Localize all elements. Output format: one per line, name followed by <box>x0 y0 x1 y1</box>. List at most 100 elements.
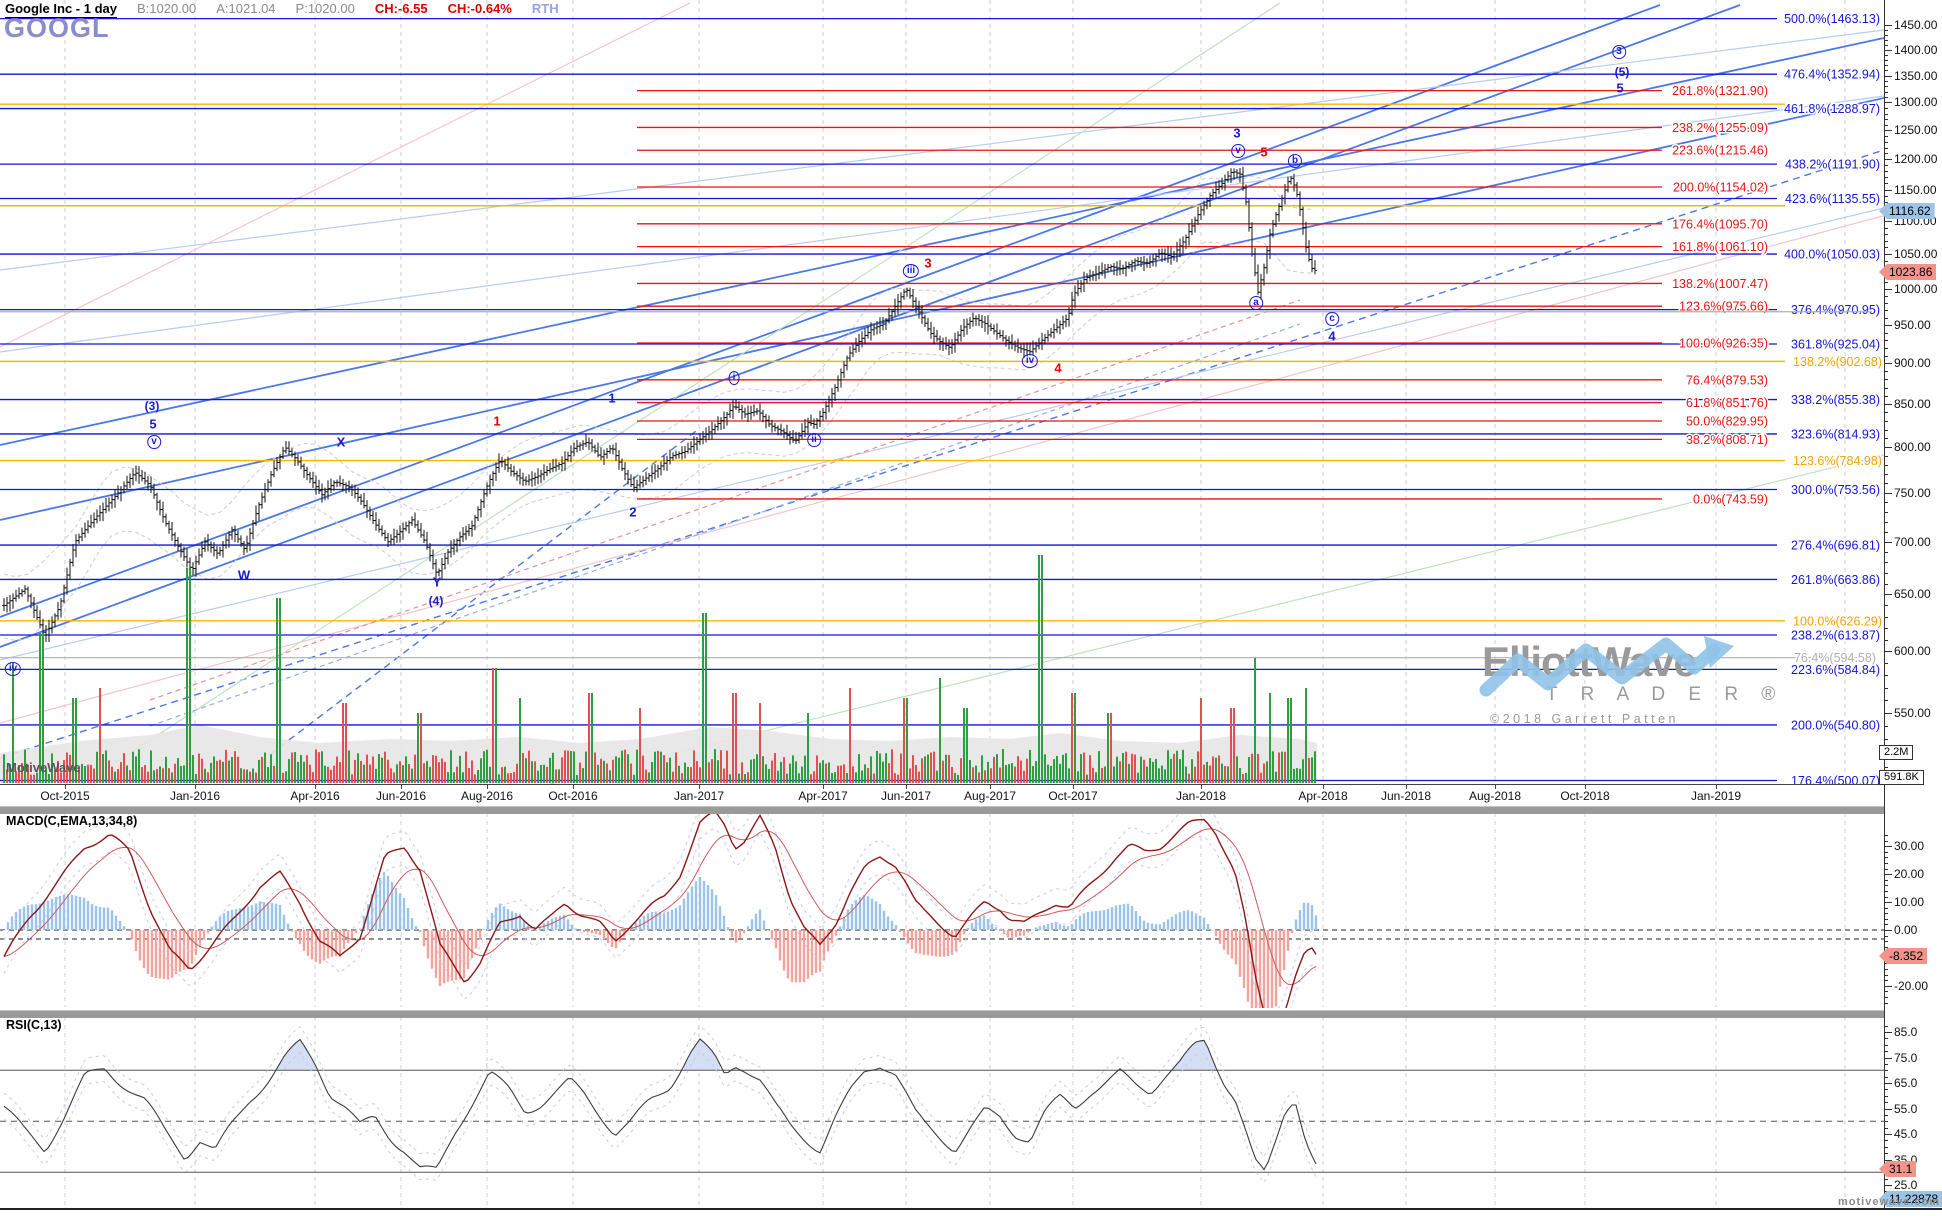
axis-tick <box>1885 924 1888 926</box>
axis-tick <box>1885 840 1888 842</box>
rsi-overbought-fill <box>1172 1040 1216 1071</box>
axis-label: 950.00 <box>1894 318 1931 333</box>
wave-label-c[interactable]: c <box>1325 312 1339 326</box>
axis-tick <box>1885 930 1888 931</box>
fib-label-red: 176.4%(1095.70) <box>1672 217 1768 231</box>
wave-label-v[interactable]: v <box>147 435 161 449</box>
volume-last-badge: 591.8K <box>1879 770 1924 785</box>
axis-tick <box>1885 874 1888 876</box>
axis-tick <box>1885 221 1892 223</box>
axis-tick <box>1885 474 1888 476</box>
axis-tick <box>1885 288 1888 290</box>
axis-tick <box>1885 835 1888 837</box>
axis-tick <box>1885 39 1888 41</box>
panel-divider-rsi[interactable] <box>0 1010 1942 1018</box>
wave-label-4[interactable]: 4 <box>1054 360 1062 376</box>
axis-tick <box>1885 159 1888 161</box>
wave-label-ii[interactable]: ii <box>807 433 821 447</box>
axis-tick <box>1885 857 1888 859</box>
wave-label-Y[interactable]: Y <box>432 574 442 590</box>
fib-label-red: 200.0%(1154.02) <box>1673 181 1768 195</box>
axis-tick <box>1885 1153 1888 1155</box>
date-tick <box>65 785 66 789</box>
fib-label-blue: 223.6%(584.84) <box>1791 663 1880 677</box>
axis-tick <box>1885 295 1888 297</box>
wave-label-3[interactable]: 3 <box>1612 45 1626 59</box>
volume-series <box>3 555 1316 783</box>
wave-label-5[interactable]: 5 <box>1260 144 1268 160</box>
axis-tick <box>1885 130 1888 132</box>
fib-label-blue: 338.2%(855.38) <box>1791 393 1880 407</box>
axis-tick <box>1885 902 1892 904</box>
axis-tick <box>1885 303 1888 305</box>
date-tick <box>195 785 196 789</box>
date-label: Jun-2017 <box>880 789 932 803</box>
trendline-pink[interactable] <box>0 200 1942 724</box>
wave-label-5[interactable]: (5) <box>1614 65 1630 79</box>
trendline-blue[interactable] <box>0 4 1741 648</box>
rsi-value-badge: 31.1 <box>1879 1161 1917 1177</box>
wave-label-5[interactable]: 5 <box>149 416 157 432</box>
axis-tick <box>1885 996 1888 998</box>
wave-label-iv[interactable]: iv <box>4 662 22 676</box>
wave-label-i[interactable]: i <box>728 371 740 385</box>
axis-tick <box>1885 288 1892 290</box>
trendline-blue[interactable] <box>0 4 1661 618</box>
panel-divider-macd[interactable] <box>0 806 1942 814</box>
fib-label-red: 50.0%(829.95) <box>1686 414 1768 428</box>
wave-label-3[interactable]: 3 <box>1233 125 1241 141</box>
axis-tick <box>1885 447 1888 449</box>
wave-label-1[interactable]: 1 <box>608 390 616 406</box>
trendline-red-dash[interactable] <box>149 299 1301 701</box>
date-tick <box>1495 785 1496 789</box>
fib-label-blue: 361.8%(925.04) <box>1791 337 1880 351</box>
axis-label: 1250.00 <box>1894 123 1938 138</box>
wave-label-2[interactable]: 2 <box>629 504 637 520</box>
trendline-blue[interactable] <box>0 37 1884 446</box>
wave-label-4[interactable]: 4 <box>1328 328 1336 344</box>
axis-tick <box>1885 502 1888 504</box>
main-panel: 500.0%(1463.13) 476.4%(1352.94) 461.8%(128… <box>0 0 1942 890</box>
axis-tick <box>1885 483 1888 485</box>
axis-tick <box>1885 885 1888 887</box>
wave-label-X[interactable]: X <box>336 434 346 450</box>
axis-tick <box>1885 985 1892 987</box>
axis-tick <box>1885 1032 1888 1033</box>
trendline-green[interactable] <box>120 454 1884 890</box>
axis-tick <box>1885 1140 1888 1142</box>
wave-label-iii[interactable]: iii <box>902 264 920 278</box>
axis-tick <box>1885 1032 1892 1033</box>
date-tick <box>823 785 824 789</box>
motivewave-site-watermark: motivewave.com <box>1838 1196 1941 1208</box>
axis-tick <box>1885 930 1892 931</box>
trendline-bluema-dash[interactable] <box>149 323 1301 727</box>
wave-label-a[interactable]: a <box>1249 296 1263 310</box>
axis-tick <box>1885 1076 1888 1078</box>
wave-label-W[interactable]: W <box>237 567 251 583</box>
wave-label-4[interactable]: (4) <box>428 594 444 608</box>
wave-label-3[interactable]: (3) <box>144 399 160 413</box>
session-label[interactable]: RTH <box>531 1 559 16</box>
wave-label-5[interactable]: 5 <box>1616 80 1624 96</box>
trendline-blue-dash[interactable] <box>259 427 701 763</box>
wave-label-v[interactable]: v <box>1231 144 1245 158</box>
wave-label-3[interactable]: 3 <box>924 255 932 271</box>
trendline-blue-dash[interactable] <box>0 149 1884 759</box>
axis-tick <box>1885 371 1888 373</box>
date-label: Oct-2017 <box>1048 789 1098 803</box>
trendline-pink[interactable] <box>0 2 691 348</box>
date-axis[interactable]: Oct-2015 Jan-2016 Apr-2016 Jun-2016 Aug-2016… <box>0 784 1942 807</box>
axis-label: 900.00 <box>1894 356 1931 371</box>
axis-tick <box>1885 404 1888 406</box>
axis-tick <box>1885 907 1888 909</box>
wave-label-b[interactable]: b <box>1287 154 1303 168</box>
axis-label: 1050.00 <box>1894 247 1938 262</box>
axis-tick <box>1885 60 1888 62</box>
wave-label-iv[interactable]: iv <box>1021 354 1039 368</box>
wave-label-1[interactable]: 1 <box>493 413 501 429</box>
logo-wordmark: ElliottWave <box>1479 636 1812 697</box>
date-label: Aug-2016 <box>460 789 514 803</box>
axis-tick <box>1885 363 1892 365</box>
price-axis[interactable]: 1450.00 1400.00 1350.00 1300.00 1250.00 1200.… <box>1884 0 1942 1208</box>
